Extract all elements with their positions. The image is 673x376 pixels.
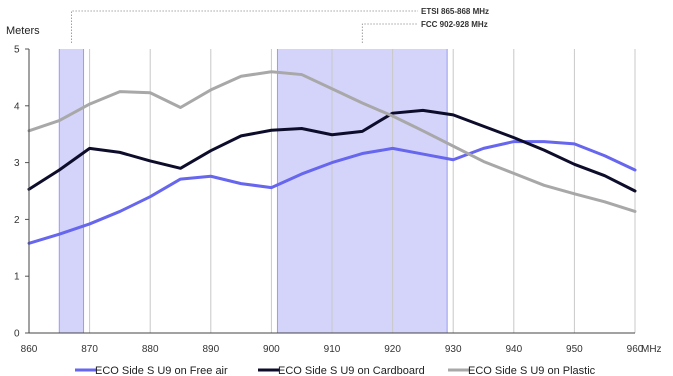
band-labels: ETSI 865-868 MHz FCC 902-928 MHz <box>71 7 489 43</box>
series-line-1 <box>27 108 637 193</box>
frequency-bands <box>58 49 448 333</box>
legend-label-1: ECO Side S U9 on Cardboard <box>278 365 425 376</box>
x-axis-unit: MHz <box>641 344 662 355</box>
y-axis-label: Meters <box>6 25 40 37</box>
x-tick-label: 890 <box>202 344 219 355</box>
x-tick-label: 870 <box>81 344 98 355</box>
x-tick-label: 960 <box>627 344 644 355</box>
series-lines <box>27 70 637 245</box>
y-tick-label: 0 <box>14 329 20 340</box>
x-tick-label: 910 <box>324 344 341 355</box>
legend-label-2: ECO Side S U9 on Plastic <box>468 365 596 376</box>
x-tick-label: 920 <box>384 344 401 355</box>
x-tick-label: 880 <box>142 344 159 355</box>
band-label-0: ETSI 865-868 MHz <box>421 7 489 16</box>
band-label-1: FCC 902-928 MHz <box>421 20 488 29</box>
x-tick-label: 950 <box>566 344 583 355</box>
legend-label-0: ECO Side S U9 on Free air <box>95 365 228 376</box>
band-leader-1 <box>361 23 418 43</box>
series-line-2 <box>27 70 637 213</box>
legend: ECO Side S U9 on Free air ECO Side S U9 o… <box>75 365 596 376</box>
x-tick-label: 940 <box>505 344 522 355</box>
band-leader-0 <box>71 10 418 43</box>
y-tick-label: 2 <box>14 215 20 226</box>
band-rect-1 <box>277 49 448 333</box>
x-tick-label: 860 <box>21 344 38 355</box>
axes: 860 870 880 890 900 910 920 930 940 950 960 0 1 2 3 4 5 <box>14 45 644 356</box>
y-tick-label: 3 <box>14 158 20 169</box>
y-tick-label: 5 <box>14 45 20 56</box>
x-tick-label: 900 <box>263 344 280 355</box>
band-rect-0 <box>59 49 84 333</box>
x-tick-label: 930 <box>445 344 462 355</box>
y-tick-label: 1 <box>14 272 20 283</box>
y-tick-label: 4 <box>14 101 20 112</box>
series-line-0 <box>27 140 637 245</box>
